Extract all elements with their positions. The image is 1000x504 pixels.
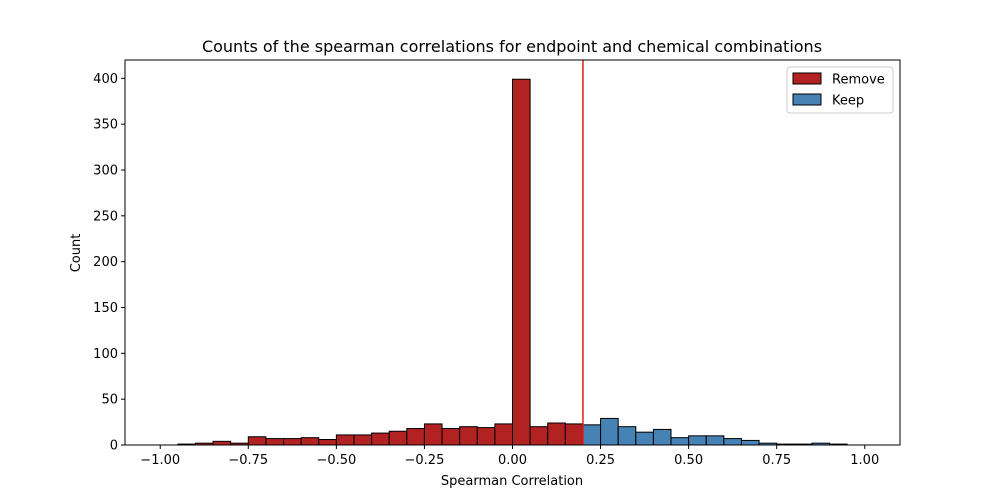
x-tick-label: −1.00	[140, 453, 180, 468]
x-tick-label: −0.25	[405, 453, 445, 468]
x-axis: −1.00 −0.75 −0.50 −0.25 0.00 0.25 0.50 0.75 1.00	[140, 445, 879, 468]
histogram-bar-remove	[512, 78, 531, 446]
x-tick-label: −0.50	[316, 453, 356, 468]
histogram-bar-keep	[582, 424, 602, 446]
histogram-bar-remove	[247, 436, 267, 446]
y-axis: 0 50 100 150 200 250 300 350 400	[93, 72, 125, 454]
histogram-bar-remove	[564, 423, 584, 446]
histogram-bar-remove	[318, 439, 337, 446]
legend: Remove Keep	[786, 66, 894, 114]
x-tick-label: 0.50	[674, 453, 703, 468]
x-tick-label: −0.75	[228, 453, 268, 468]
chart-title: Counts of the spearman correlations for …	[202, 37, 822, 56]
histogram-bar-keep	[600, 417, 619, 446]
histogram-bar-remove	[476, 427, 496, 446]
histogram-bar-remove	[388, 430, 408, 446]
histogram-bar-keep	[617, 426, 637, 446]
y-tick-label: 150	[93, 301, 118, 316]
histogram-bar-keep	[723, 438, 742, 446]
histogram-bar-remove	[441, 428, 461, 446]
y-tick-label: 400	[93, 72, 118, 87]
x-axis-label: Spearman Correlation	[441, 474, 583, 489]
histogram-bar-remove	[459, 426, 478, 446]
histogram-bar-keep	[670, 437, 690, 446]
legend-label-remove: Remove	[832, 73, 885, 88]
histogram-bar-keep	[652, 428, 672, 446]
legend-swatch-keep	[792, 93, 822, 106]
y-tick-label: 0	[110, 439, 118, 454]
histogram-bar-remove	[406, 428, 425, 446]
x-tick-label: 1.00	[850, 453, 879, 468]
histogram-bar-remove	[423, 423, 443, 446]
x-tick-label: 0.75	[762, 453, 791, 468]
histogram-bar-remove	[283, 438, 302, 446]
histogram-bar-remove	[494, 423, 513, 446]
histogram-bar-keep	[740, 439, 760, 446]
y-tick-label: 350	[93, 118, 118, 133]
histogram-bar-remove	[353, 434, 373, 446]
legend-swatch-remove	[792, 72, 822, 85]
y-tick-label: 250	[93, 209, 118, 224]
x-tick-label: 0.25	[586, 453, 615, 468]
histogram-bar-remove	[212, 440, 232, 446]
y-tick-label: 50	[101, 393, 118, 408]
x-tick-label: 0.00	[498, 453, 527, 468]
histogram-bar-remove	[265, 438, 285, 446]
histogram-bar-remove	[300, 437, 320, 446]
histogram-bar-remove	[547, 422, 566, 446]
histogram-bar-keep	[705, 435, 725, 446]
histogram-bar-keep	[635, 431, 654, 446]
histogram-bar-remove	[371, 432, 390, 446]
histogram-bar-remove	[335, 434, 355, 446]
y-axis-label: Count	[69, 234, 84, 273]
histogram-bar-keep	[688, 435, 707, 446]
y-tick-label: 300	[93, 164, 118, 179]
bars-layer	[177, 78, 848, 446]
y-tick-label: 100	[93, 347, 118, 362]
legend-label-keep: Keep	[832, 94, 864, 109]
y-tick-label: 200	[93, 255, 118, 270]
histogram-bar-remove	[529, 426, 549, 446]
